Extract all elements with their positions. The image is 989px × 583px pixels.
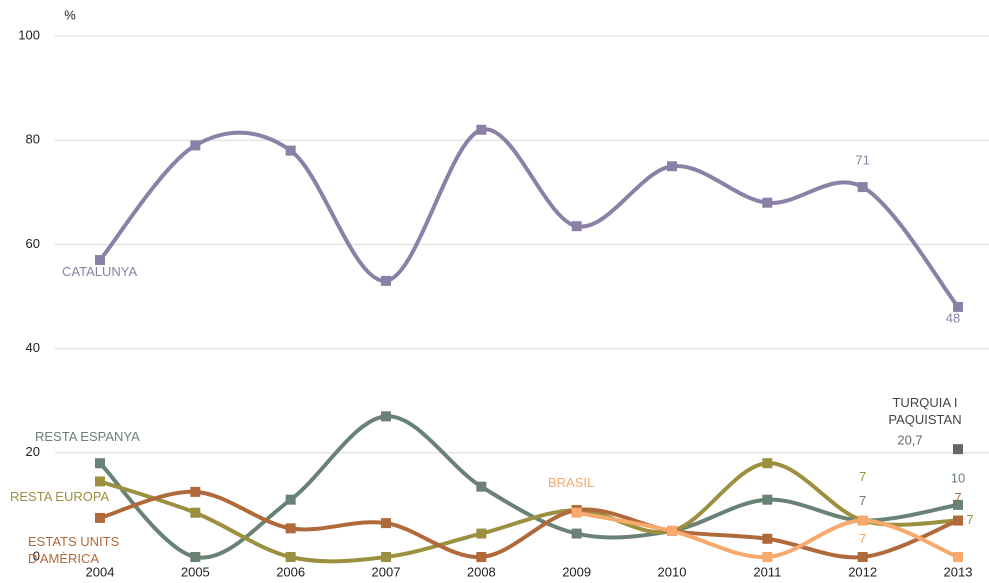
point-marker (953, 301, 963, 312)
x-tick-label: 2012 (848, 564, 877, 579)
point-marker (190, 486, 201, 497)
y-tick-label: 40 (26, 340, 40, 355)
point-marker (571, 221, 582, 232)
y-tick-label: 60 (26, 236, 40, 251)
series-line (99, 461, 959, 564)
series-label: BRASIL (548, 475, 595, 490)
series-label: TURQUIA I PAQUISTAN (888, 395, 962, 427)
series-label: CATALUNYA (62, 264, 138, 279)
y-tick-label: 80 (26, 132, 40, 147)
y-tick-label: 0 (33, 548, 40, 563)
series-label: RESTA ESPANYA (35, 429, 140, 444)
point-marker (95, 458, 105, 469)
data-label: 71 (855, 153, 869, 168)
data-label: 10 (951, 470, 965, 485)
x-tick-label: 2010 (658, 564, 687, 579)
point-marker (381, 275, 391, 286)
point-marker (476, 481, 487, 492)
point-marker (857, 515, 868, 526)
point-marker (762, 458, 773, 469)
x-tick-label: 2007 (372, 564, 401, 579)
point-marker (476, 124, 487, 135)
series-line (98, 127, 960, 309)
point-marker (571, 528, 582, 539)
x-tick-label: 2004 (86, 564, 115, 579)
y-tick-label: 20 (26, 444, 40, 459)
data-label: 7 (859, 493, 866, 508)
point-marker (190, 140, 201, 151)
data-label: 7 (859, 531, 866, 546)
point-marker (95, 512, 105, 523)
point-marker (476, 528, 487, 539)
data-label: 7 (954, 490, 961, 505)
point-marker (95, 255, 105, 266)
series-line (98, 414, 959, 560)
point-marker (381, 411, 391, 422)
point-marker (381, 552, 391, 562)
point-marker (857, 552, 868, 562)
point-marker (571, 507, 582, 518)
data-label: 7 (966, 512, 973, 527)
point-marker (762, 494, 773, 505)
point-marker (953, 552, 963, 562)
series-label: RESTA EUROPA (10, 489, 110, 504)
point-marker (285, 145, 296, 156)
y-tick-label: 100 (18, 27, 40, 42)
point-marker (953, 499, 963, 510)
x-tick-label: 2005 (181, 564, 210, 579)
data-label: 20,7 (897, 433, 922, 448)
point-marker (953, 444, 963, 455)
point-marker (476, 552, 487, 562)
y-axis-label: % (64, 7, 76, 22)
point-marker (762, 197, 773, 208)
point-marker (667, 525, 677, 536)
point-marker (285, 552, 296, 562)
x-tick-label: 2013 (944, 564, 973, 579)
point-marker (857, 182, 868, 193)
series-label: ESTATS UNITS D'AMÈRICA (28, 534, 120, 566)
point-marker (667, 161, 677, 172)
point-marker (953, 515, 963, 526)
x-tick-label: 2011 (753, 564, 781, 579)
x-tick-label: 2006 (276, 564, 305, 579)
data-label: 48 (946, 310, 960, 325)
point-marker (190, 507, 201, 518)
point-marker (95, 476, 105, 487)
point-marker (190, 552, 201, 562)
series-line (99, 489, 959, 560)
point-marker (285, 494, 296, 505)
point-marker (762, 533, 773, 544)
point-marker (285, 523, 296, 534)
point-marker (762, 552, 773, 562)
data-label: 7 (859, 469, 866, 484)
point-marker (381, 518, 391, 529)
x-tick-label: 2008 (467, 564, 496, 579)
x-tick-label: 2009 (562, 564, 591, 579)
